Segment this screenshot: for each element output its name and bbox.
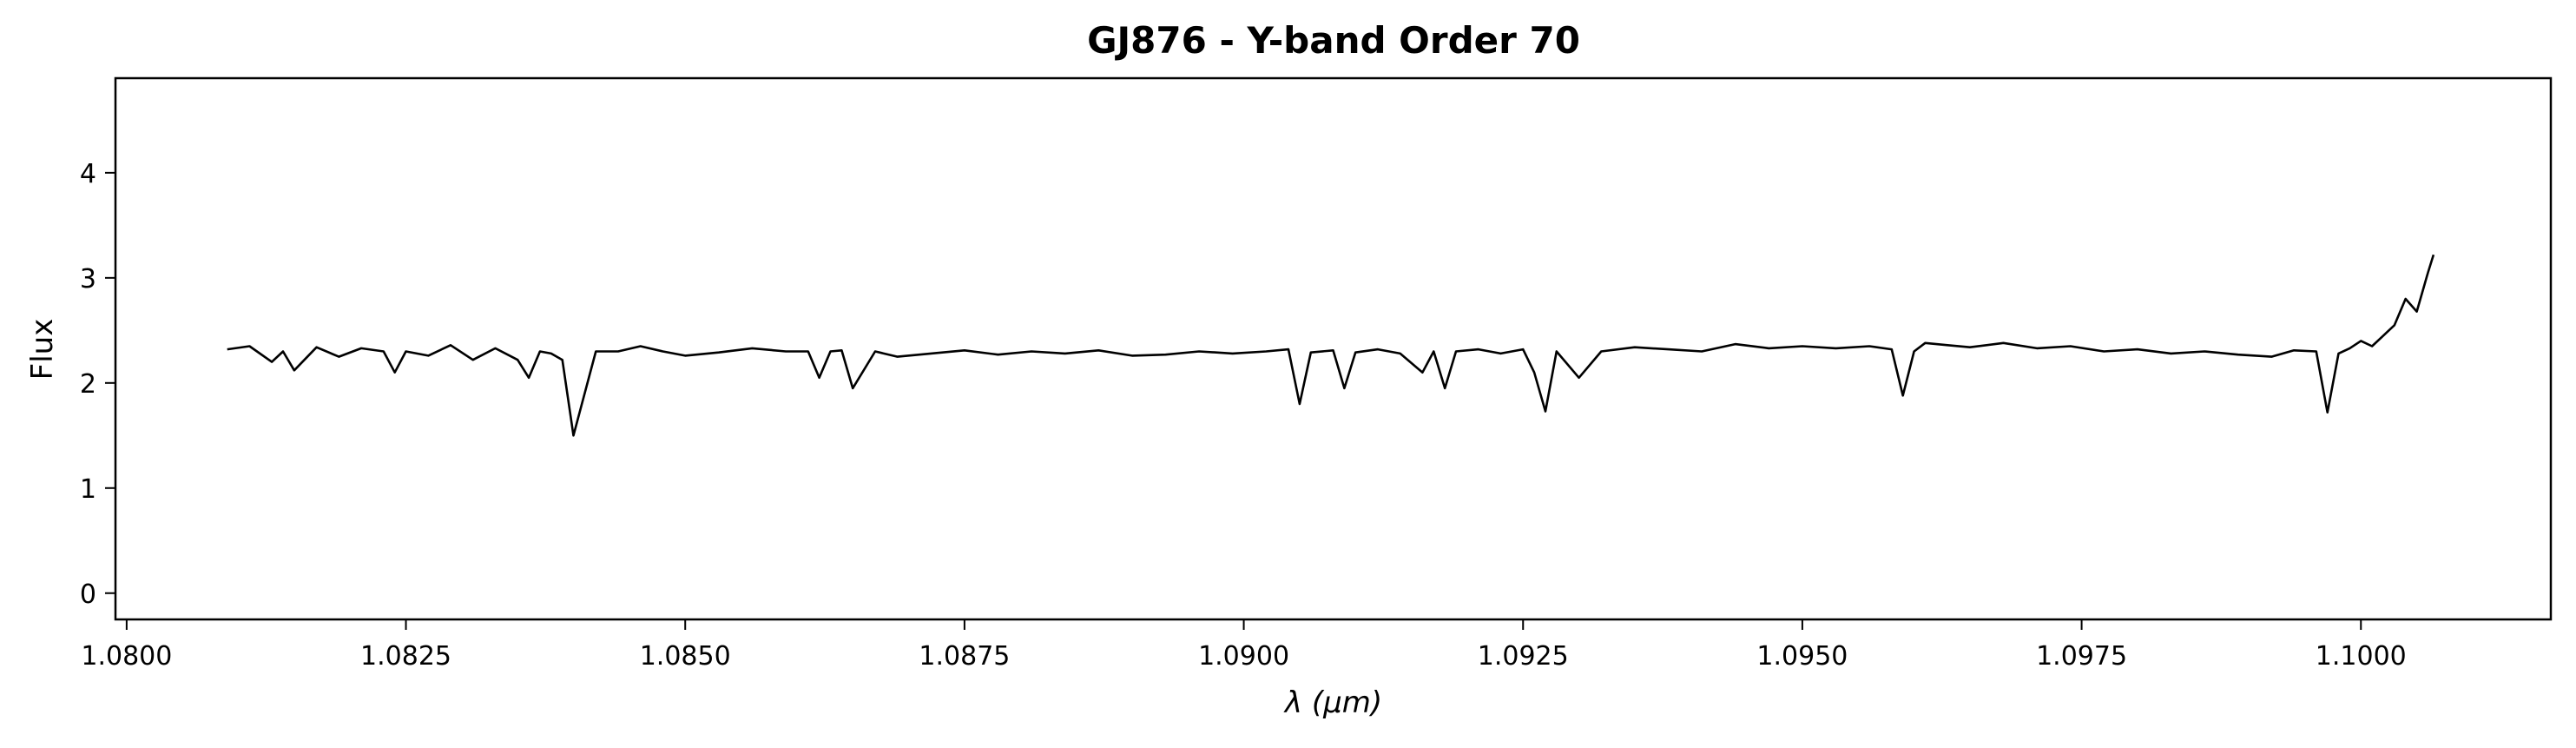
- y-axis: 0 1 2 3 4: [80, 159, 115, 610]
- x-axis: 1.0800 1.0825 1.0850 1.0875 1.0900 1.0925 1.09…: [81, 619, 2407, 672]
- x-tick-label: 1.0925: [1478, 641, 1569, 672]
- plot-frame: [114, 76, 2553, 621]
- x-tick-label: 1.0800: [81, 641, 172, 672]
- x-tick-label: 1.0950: [1756, 641, 1848, 672]
- x-tick-label: 1.0975: [2036, 641, 2127, 672]
- series-line-spectrum: [227, 254, 2435, 437]
- chart-title: GJ876 - Y-band Order 70: [1087, 19, 1580, 62]
- x-tick-label: 1.0875: [919, 641, 1010, 672]
- x-tick-label: 1.0900: [1198, 641, 1289, 672]
- x-tick-label: 1.0850: [640, 641, 731, 672]
- y-axis-label: Flux: [25, 319, 60, 381]
- y-tick-label: 3: [80, 264, 96, 295]
- x-tick-label: 1.1000: [2316, 641, 2407, 672]
- y-tick-label: 1: [80, 474, 96, 505]
- x-axis-label: λ (μm): [1283, 685, 1382, 720]
- y-tick-label: 2: [80, 369, 96, 400]
- y-tick-label: 4: [80, 159, 96, 189]
- x-tick-label: 1.0825: [360, 641, 451, 672]
- y-tick-label: 0: [80, 579, 96, 610]
